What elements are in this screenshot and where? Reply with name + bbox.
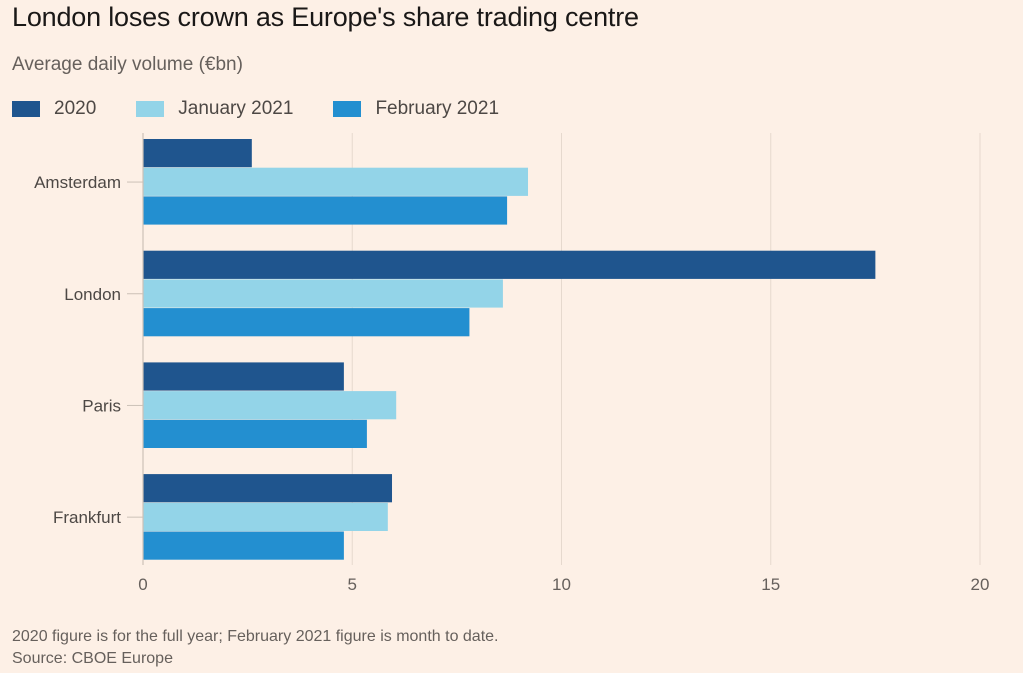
bar-london-2020: [143, 250, 876, 279]
legend-item-february-2021: February 2021: [333, 98, 499, 120]
x-tick-label: 20: [971, 575, 990, 594]
bar-frankfurt-2020: [143, 474, 393, 503]
bar-paris-january-2021: [143, 391, 397, 420]
bar-london-february-2021: [143, 308, 470, 337]
bar-amsterdam-february-2021: [143, 196, 508, 225]
legend-item-2020: 2020: [12, 98, 96, 120]
chart-title: London loses crown as Europe's share tra…: [12, 2, 639, 32]
legend-label-january-2021: January 2021: [178, 98, 294, 119]
legend-swatch-january-2021: [136, 101, 165, 117]
bar-frankfurt-january-2021: [143, 502, 388, 531]
legend-swatch-2020: [12, 101, 40, 117]
category-label: Paris: [82, 396, 121, 415]
bar-london-january-2021: [143, 279, 503, 308]
legend-item-january-2021: January 2021: [136, 98, 293, 120]
x-tick-label: 10: [552, 575, 571, 594]
category-label: Amsterdam: [34, 173, 121, 192]
x-tick-label: 5: [348, 575, 357, 594]
axes: 0 5 10 15 20 Amsterdam London Paris Frankfurt: [34, 133, 989, 594]
bars: [143, 139, 876, 560]
bar-amsterdam-january-2021: [143, 167, 529, 196]
footnote: 2020 figure is for the full year; Februa…: [12, 628, 499, 645]
bar-amsterdam-2020: [143, 139, 252, 168]
legend-label-february-2021: February 2021: [375, 98, 500, 119]
x-tick-label: 15: [761, 575, 780, 594]
bar-frankfurt-february-2021: [143, 531, 344, 560]
footnote-block: 2020 figure is for the full year; Februa…: [12, 626, 499, 670]
source: Source: CBOE Europe: [12, 650, 173, 667]
legend: 2020 January 2021 February 2021: [12, 98, 539, 120]
category-label: London: [64, 285, 121, 304]
legend-label-2020: 2020: [54, 98, 97, 119]
bar-paris-february-2021: [143, 419, 367, 448]
bar-paris-2020: [143, 362, 344, 391]
x-tick-label: 0: [138, 575, 147, 594]
chart-subtitle: Average daily volume (€bn): [12, 54, 243, 75]
category-label: Frankfurt: [53, 508, 121, 527]
legend-swatch-february-2021: [333, 101, 362, 117]
